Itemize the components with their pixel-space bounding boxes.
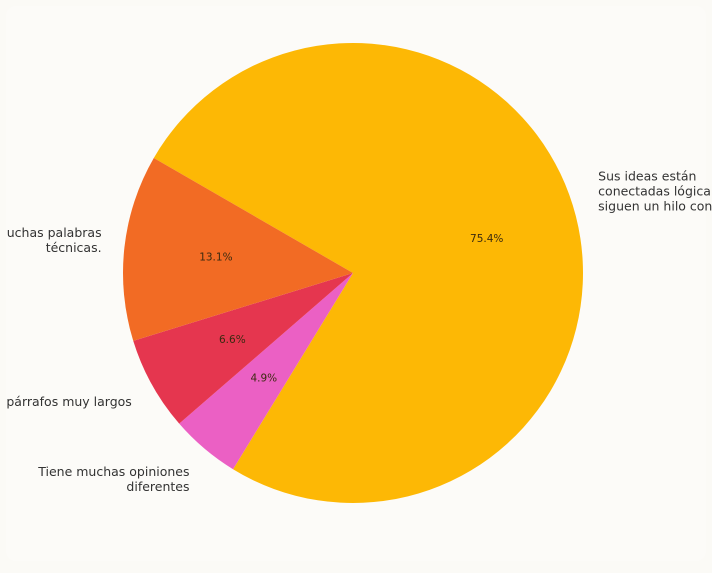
pie-slice-2 — [133, 273, 353, 424]
slices-layer — [122, 42, 583, 503]
pie-slice-label-line: siguen un hilo conductor — [598, 199, 712, 214]
pie-slice-0 — [153, 42, 583, 503]
chart-frame: 75.4% 4.9% 6.6% 13.1% Sus ideas están conect… — [6, 6, 712, 561]
pie-slice-label-2: Tiene párrafos muy largos — [6, 394, 132, 409]
pie-slice-label-line: técnicas. — [46, 240, 102, 255]
pie-slice-label-line: Tiene párrafos muy largos — [6, 394, 132, 409]
pie-slice-label-line: Sus ideas están — [598, 169, 696, 184]
pie-percent-label-1: 4.9% — [250, 372, 277, 384]
pie-slice-label-line: Tiene muchas opiniones — [37, 464, 189, 479]
pie-percent-label-3: 13.1% — [199, 252, 232, 264]
percent-labels-layer: 75.4% 4.9% 6.6% 13.1% — [199, 233, 503, 384]
pie-slice-label-line: Utiliza muchas palabras — [6, 225, 102, 240]
pie-percent-label-0: 75.4% — [470, 233, 503, 245]
pie-slice-label-1: Tiene muchas opiniones diferentes — [37, 464, 189, 494]
pie-slice-label-line: diferentes — [126, 479, 189, 494]
pie-percent-label-2: 6.6% — [219, 334, 246, 346]
pie-slice-label-line: conectadas lógicamente y — [598, 184, 712, 199]
pie-slice-3 — [122, 158, 353, 341]
pie-slice-1 — [179, 273, 353, 470]
pie-chart: 75.4% 4.9% 6.6% 13.1% Sus ideas están conect… — [6, 42, 712, 503]
